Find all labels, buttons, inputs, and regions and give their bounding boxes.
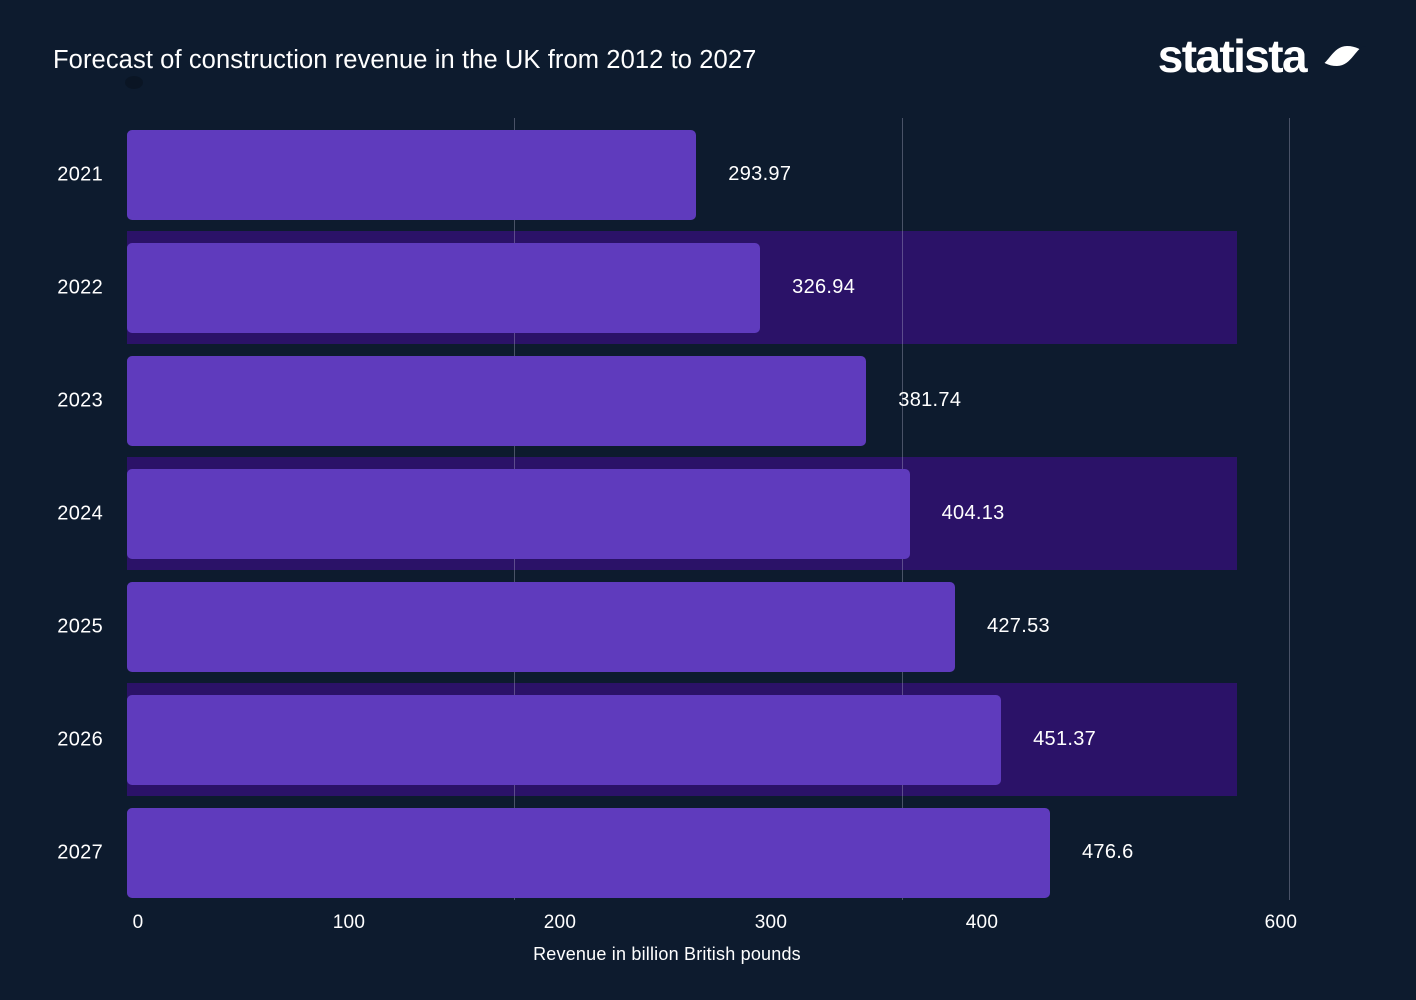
bar-track: 451.37	[127, 694, 1097, 785]
title-artifact	[125, 76, 143, 89]
x-axis: Revenue in billion British pounds 0 100 20…	[0, 900, 1416, 1000]
bar-track: 293.97	[127, 129, 792, 220]
bar-row[interactable]: 2021 293.97	[0, 118, 1416, 231]
x-tick-label: 400	[965, 912, 999, 933]
chart-header: Forecast of construction revenue in the …	[0, 0, 1416, 110]
bar[interactable]	[127, 807, 1050, 898]
bar-track: 476.6	[127, 807, 1134, 898]
x-axis-title: Revenue in billion British pounds	[533, 944, 801, 964]
bar[interactable]	[127, 581, 955, 672]
bar[interactable]	[127, 129, 697, 220]
bar-value-label: 293.97	[728, 163, 792, 185]
category-label: 2023	[57, 389, 103, 411]
bar-row[interactable]: 2026 451.37	[0, 683, 1416, 796]
page-title: Forecast of construction revenue in the …	[53, 46, 757, 74]
gridline	[1288, 118, 1290, 900]
bar-row[interactable]: 2025 427.53	[0, 570, 1416, 683]
bar-track: 381.74	[127, 355, 962, 446]
category-label: 2021	[57, 163, 103, 185]
plot-area: 2021 293.97 2022 326.94 2023 381.74 2024 404.13…	[0, 110, 1416, 900]
bar-value-label: 427.53	[986, 615, 1050, 637]
bar-value-label: 381.74	[898, 389, 962, 411]
bar-value-label: 451.37	[1033, 728, 1097, 750]
statista-logo: statista	[1158, 32, 1366, 80]
category-label: 2022	[57, 276, 103, 298]
bar[interactable]	[127, 355, 867, 446]
bar-track: 404.13	[127, 468, 1005, 559]
category-label: 2024	[57, 502, 103, 524]
bar-value-label: 404.13	[941, 502, 1005, 524]
bar-row[interactable]: 2027 476.6	[0, 796, 1416, 909]
bar-track: 427.53	[127, 581, 1050, 672]
bar[interactable]	[127, 242, 761, 333]
bar-value-label: 476.6	[1081, 841, 1134, 863]
bar-row[interactable]: 2023 381.74	[0, 344, 1416, 457]
bar-row[interactable]: 2022 326.94	[0, 231, 1416, 344]
x-tick-label: 100	[332, 912, 366, 933]
category-label: 2027	[57, 841, 103, 863]
bar-track: 326.94	[127, 242, 856, 333]
bar[interactable]	[127, 694, 1002, 785]
x-tick-label: 600	[1264, 912, 1298, 933]
statista-swoosh-icon	[1318, 32, 1366, 80]
bar-value-label: 326.94	[792, 276, 856, 298]
category-label: 2026	[57, 728, 103, 750]
x-tick-label: 300	[754, 912, 788, 933]
x-tick-label: 0	[132, 912, 144, 933]
x-tick-label: 200	[543, 912, 577, 933]
bar-row[interactable]: 2024 404.13	[0, 457, 1416, 570]
statista-wordmark: statista	[1157, 30, 1308, 82]
bar[interactable]	[127, 468, 910, 559]
category-label: 2025	[57, 615, 103, 637]
